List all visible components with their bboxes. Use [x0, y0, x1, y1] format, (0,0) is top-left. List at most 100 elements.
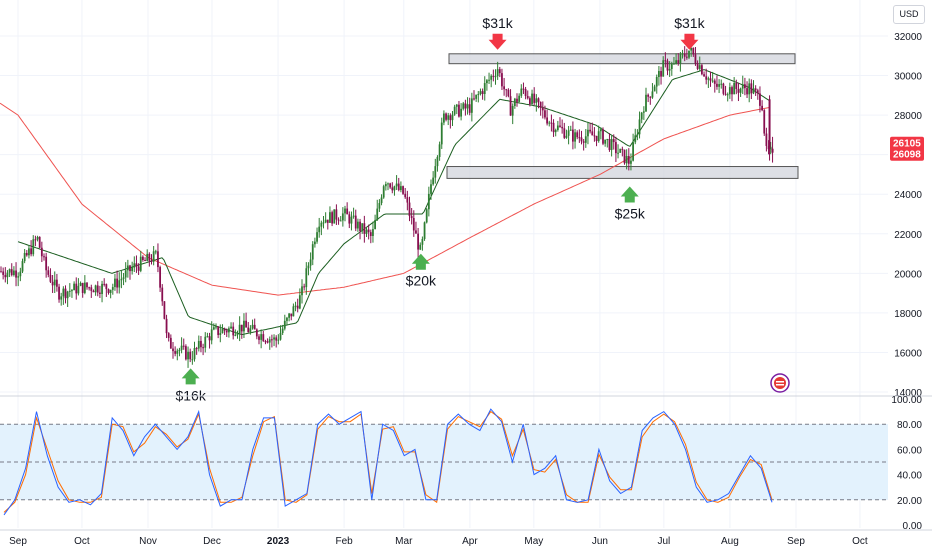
candle	[675, 53, 677, 65]
candle	[576, 130, 579, 140]
candle	[670, 61, 673, 76]
candle	[389, 182, 392, 189]
candle	[647, 93, 650, 103]
candle	[90, 284, 93, 298]
candle	[219, 324, 222, 343]
candle	[45, 252, 48, 278]
candle	[324, 212, 327, 224]
stochastic-tick-label: 60.00	[897, 445, 922, 456]
candle	[352, 207, 355, 219]
candle	[365, 227, 368, 237]
buy-marker-arrow-icon	[620, 186, 639, 203]
candle	[66, 290, 69, 307]
candle	[479, 88, 482, 96]
candle	[367, 224, 370, 240]
candle	[268, 336, 271, 350]
candle	[481, 88, 484, 100]
candle	[163, 301, 166, 320]
candle	[318, 217, 321, 238]
stochastic-axis[interactable]: 100.00 80.00 60.00 40.00 20.00 0.00	[891, 395, 922, 532]
candle	[649, 96, 652, 105]
sell-marker-arrow-icon	[680, 33, 699, 50]
candle	[86, 282, 88, 290]
candle	[21, 258, 24, 274]
candle	[17, 272, 20, 287]
candle	[185, 344, 187, 361]
candle	[483, 76, 486, 101]
candle	[582, 138, 585, 151]
candle	[275, 335, 278, 348]
candle	[453, 104, 456, 116]
candle	[273, 334, 275, 347]
support-zone[interactable]	[446, 166, 799, 179]
candle	[623, 149, 626, 165]
candle	[77, 278, 80, 296]
candle	[144, 257, 146, 262]
candle	[707, 76, 710, 88]
candle	[651, 83, 654, 99]
candle	[378, 199, 381, 212]
candle	[744, 77, 746, 96]
candle	[221, 324, 224, 334]
candle	[176, 348, 179, 361]
candle	[759, 86, 761, 113]
resistance-zone[interactable]	[448, 53, 796, 65]
candle	[640, 111, 643, 124]
time-tick-label: Nov	[139, 536, 157, 547]
currency-badge[interactable]: USD	[893, 5, 925, 24]
candle	[705, 68, 708, 85]
candle	[107, 288, 110, 295]
sell-marker-arrow-icon	[488, 33, 507, 50]
candle	[440, 117, 443, 149]
candle	[161, 284, 164, 306]
candle	[578, 129, 581, 143]
candle	[8, 268, 11, 278]
candle	[496, 61, 499, 80]
candle	[402, 185, 404, 195]
price-axis[interactable]: 3200030000280002600024000220002000018000…	[894, 32, 922, 399]
candle	[688, 50, 690, 60]
candle	[73, 281, 75, 291]
candle	[180, 337, 183, 354]
time-axis[interactable]: Sep Oct Nov Dec 2023 Feb Mar Apr May Jun Jul Aug Sep…	[9, 536, 868, 547]
candle	[425, 208, 428, 224]
candle	[369, 229, 372, 244]
candle	[460, 103, 462, 121]
candle	[47, 266, 50, 278]
candle	[296, 298, 299, 313]
candle	[756, 88, 759, 100]
candle	[567, 126, 570, 145]
candle	[238, 316, 241, 342]
candle	[709, 71, 712, 87]
candle	[746, 81, 748, 98]
candle	[30, 240, 32, 257]
candle	[595, 135, 598, 147]
candle	[253, 318, 256, 330]
candle	[311, 241, 314, 266]
candle	[28, 245, 30, 259]
price-tick-label: 30000	[894, 72, 922, 83]
candle	[703, 71, 705, 77]
candle	[587, 122, 589, 145]
candle	[133, 256, 136, 272]
indicator-badge-icon[interactable]	[770, 373, 790, 393]
candle	[529, 96, 531, 107]
candle	[539, 101, 542, 116]
candle	[658, 66, 660, 86]
candle	[40, 241, 43, 263]
candle	[554, 128, 557, 137]
candle	[337, 217, 340, 225]
candle	[236, 330, 239, 339]
candle	[771, 136, 774, 163]
candle	[673, 56, 675, 65]
candle	[363, 215, 366, 243]
candle	[520, 84, 523, 98]
candle	[541, 101, 544, 119]
time-tick-label: May	[524, 536, 543, 547]
candle	[488, 72, 490, 84]
candles	[0, 42, 774, 368]
candle	[122, 273, 125, 286]
candle	[109, 289, 112, 299]
candle	[599, 127, 602, 140]
price-tick-label: 20000	[894, 269, 922, 280]
